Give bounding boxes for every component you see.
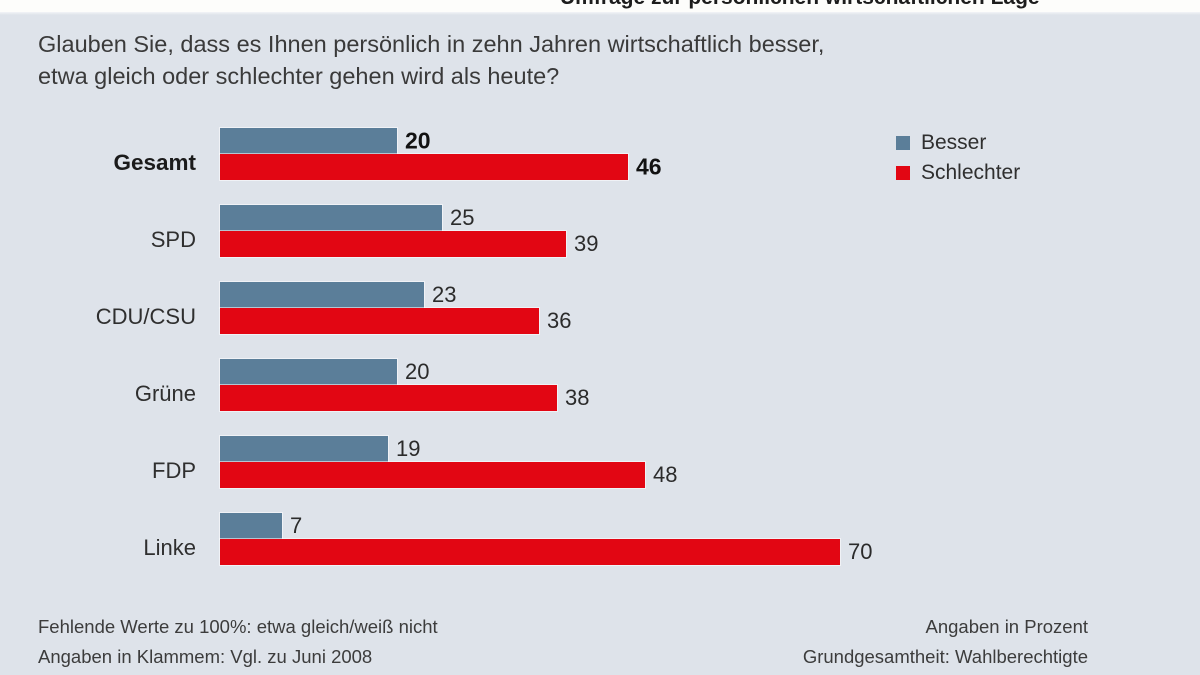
top-clipped-band: Umfrage zur persönlichen wirtschaftliche… [0,0,1200,12]
category-label: Gesamt [113,150,196,175]
bar-value-label: 23 [432,282,457,307]
bar-value-label: 46 [636,153,662,180]
legend-item-schlechter: Schlechter [896,158,1020,188]
bar-besser [220,513,282,539]
chart-legend: Besser Schlechter [896,128,1020,188]
legend-label-besser: Besser [921,131,987,154]
bar-schlechter [220,385,557,411]
footnote-right-line-1: Angaben in Prozent [925,616,1088,637]
question-line-1: Glauben Sie, dass es Ihnen persönlich in… [38,31,825,57]
bar-value-label: 19 [396,436,421,461]
footnote-left-line-1: Fehlende Werte zu 100%: etwa gleich/weiß… [38,616,438,637]
footnote-left-line-2: Angaben in Klammem: Vgl. zu Juni 2008 [38,646,373,667]
legend-item-besser: Besser [896,128,1020,158]
bar-besser [220,205,442,231]
question-headline: Glauben Sie, dass es Ihnen persönlich in… [38,28,1068,92]
bar-schlechter [220,308,539,334]
question-line-2: etwa gleich oder schlechter gehen wird a… [38,63,560,89]
bar-schlechter [220,539,840,565]
category-label: SPD [150,227,196,252]
legend-swatch-blue-icon [896,136,910,150]
legend-swatch-red-icon [896,166,910,180]
bar-value-label: 36 [547,308,572,333]
bar-schlechter [220,154,628,180]
legend-label-schlechter: Schlechter [921,161,1021,184]
bar-besser [220,282,424,308]
bar-value-label: 70 [848,539,873,564]
footnote-left: Fehlende Werte zu 100%: etwa gleich/weiß… [38,612,438,672]
header-divider [0,12,1200,15]
bar-value-label: 20 [405,359,430,384]
bar-schlechter [220,462,645,488]
bar-value-label: 48 [653,462,678,487]
bar-besser [220,436,388,462]
category-label: Linke [143,535,196,560]
top-clipped-title: Umfrage zur persönlichen wirtschaftliche… [560,0,1040,10]
category-label: FDP [152,458,196,483]
footnote-right-line-2: Grundgesamtheit: Wahlberechtigte [802,646,1088,667]
bar-value-label: 7 [290,513,303,538]
bar-schlechter [220,231,566,257]
bar-besser [220,359,397,385]
bar-besser [220,128,397,154]
bar-value-label: 39 [574,231,599,256]
category-label: CDU/CSU [95,304,196,329]
bar-value-label: 25 [450,205,475,230]
bar-value-label: 20 [405,127,431,154]
category-label: Grüne [134,381,196,406]
footnote-right: Angaben in Prozent Grundgesamtheit: Wahl… [803,612,1088,672]
bar-value-label: 38 [565,385,590,410]
